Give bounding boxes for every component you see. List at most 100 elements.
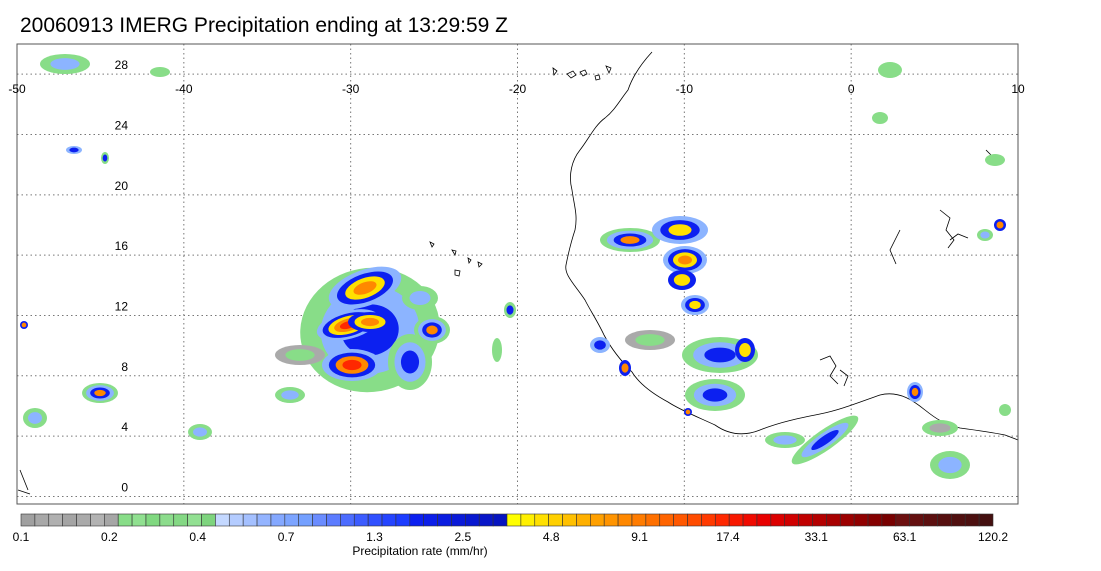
- precip-cell: [773, 435, 797, 445]
- colorbar-swatch: [20, 513, 36, 527]
- colorbar-swatch: [784, 513, 799, 527]
- colorbar-tick-label: 33.1: [805, 530, 829, 544]
- precip-cell: [938, 456, 962, 474]
- colorbar-swatch: [673, 513, 688, 527]
- colorbar-swatch: [839, 513, 855, 527]
- precip-cell: [353, 281, 377, 295]
- lon-tick-label: -20: [509, 82, 527, 96]
- lat-tick-label: 24: [115, 118, 129, 132]
- precip-cell: [426, 325, 438, 335]
- colorbar-swatch: [937, 513, 952, 527]
- colorbar-swatch: [714, 513, 730, 527]
- lat-tick-label: 8: [121, 360, 128, 374]
- colorbar-swatch: [270, 513, 286, 527]
- colorbar-swatch: [367, 513, 383, 527]
- precip-cell: [668, 224, 692, 236]
- lon-tick-label: -50: [8, 82, 26, 96]
- colorbar-swatch: [798, 513, 813, 527]
- colorbar-swatch: [951, 513, 966, 527]
- colorbar-swatch: [145, 513, 161, 527]
- colorbar-swatch: [534, 513, 549, 527]
- colorbar-swatch: [256, 513, 272, 527]
- precip-cell: [594, 340, 606, 350]
- precip-cell: [50, 58, 80, 70]
- colorbar-swatch: [853, 513, 869, 527]
- precip-cell: [811, 429, 839, 451]
- precip-cell: [400, 350, 420, 374]
- map-title: 20060913 IMERG Precipitation ending at 1…: [20, 14, 508, 37]
- colorbar-swatch: [131, 513, 147, 527]
- colorbar-swatch: [812, 513, 827, 527]
- precip-cell: [285, 349, 315, 361]
- colorbar-swatch: [312, 513, 327, 527]
- precip-cell: [621, 363, 629, 373]
- precip-cell: [409, 291, 431, 305]
- colorbar-swatch: [34, 513, 50, 527]
- colorbar-swatch: [770, 513, 786, 527]
- colorbar-swatch: [159, 513, 175, 527]
- lon-tick-label: -30: [342, 82, 360, 96]
- colorbar-swatch: [478, 513, 494, 527]
- colorbar-swatch: [909, 513, 924, 527]
- colorbar-swatch: [381, 513, 397, 527]
- colorbar-swatch: [326, 513, 341, 527]
- colorbar-swatch: [465, 513, 480, 527]
- colorbar-swatch: [104, 513, 119, 527]
- colorbar-swatch: [978, 513, 994, 527]
- colorbar-swatch: [353, 513, 369, 527]
- colorbar-swatch: [701, 513, 716, 527]
- colorbar-swatch: [395, 513, 411, 527]
- precip-cell: [506, 305, 514, 315]
- colorbar-tick-label: 63.1: [893, 530, 917, 544]
- precip-cell: [704, 347, 736, 363]
- precip-cell: [911, 387, 919, 397]
- precip-cell: [685, 409, 691, 415]
- colorbar-tick-label: 2.5: [454, 530, 471, 544]
- precip-cell: [689, 300, 701, 310]
- precip-cell: [342, 359, 362, 371]
- precip-cell: [150, 67, 170, 77]
- colorbar-swatch: [520, 513, 536, 527]
- colorbar-swatch: [340, 513, 355, 527]
- precip-cell: [872, 112, 888, 124]
- colorbar-swatch: [659, 513, 674, 527]
- precip-cell: [635, 334, 665, 346]
- latitude-labels: 28 24 20 16 12 8 4 0: [115, 58, 129, 494]
- precip-cell: [673, 274, 691, 286]
- colorbar-swatch: [867, 513, 883, 527]
- precip-cell: [28, 412, 42, 424]
- precip-cell: [94, 389, 106, 397]
- colorbar-swatch: [284, 513, 300, 527]
- precipitation-field: [20, 54, 1011, 479]
- precip-cell: [360, 317, 380, 327]
- colorbar-swatch: [492, 513, 508, 527]
- colorbar-swatch: [881, 513, 897, 527]
- colorbar-swatch: [645, 513, 661, 527]
- precip-cell: [702, 388, 728, 402]
- precip-cell: [980, 231, 990, 239]
- colorbar-swatch: [90, 513, 105, 527]
- colorbar-tick-label: 0.1: [13, 530, 30, 544]
- precip-cell: [996, 221, 1004, 229]
- colorbar-swatch: [826, 513, 841, 527]
- precip-cell: [69, 147, 79, 153]
- longitude-labels: -50 -40 -30 -20 -10 0 10: [8, 82, 1025, 96]
- colorbar-swatch: [631, 513, 647, 527]
- colorbar-tick-label: 4.8: [543, 530, 560, 544]
- precip-cell: [21, 322, 27, 328]
- lon-tick-label: 10: [1011, 82, 1025, 96]
- precip-cell: [620, 236, 640, 244]
- precip-cell: [102, 154, 108, 162]
- colorbar-swatch: [548, 513, 563, 527]
- colorbar-swatch: [298, 513, 313, 527]
- lon-tick-label: -40: [175, 82, 193, 96]
- colorbar-tick-label: 120.2: [978, 530, 1008, 544]
- colorbar-swatch: [173, 513, 188, 527]
- colorbar-tick-label: 17.4: [716, 530, 740, 544]
- colorbar-swatch: [242, 513, 258, 527]
- colorbar-swatch: [437, 513, 452, 527]
- colorbar-swatch: [187, 513, 202, 527]
- colorbar-swatch: [62, 513, 77, 527]
- colorbar-swatch: [617, 513, 633, 527]
- colorbar-swatch: [409, 513, 424, 527]
